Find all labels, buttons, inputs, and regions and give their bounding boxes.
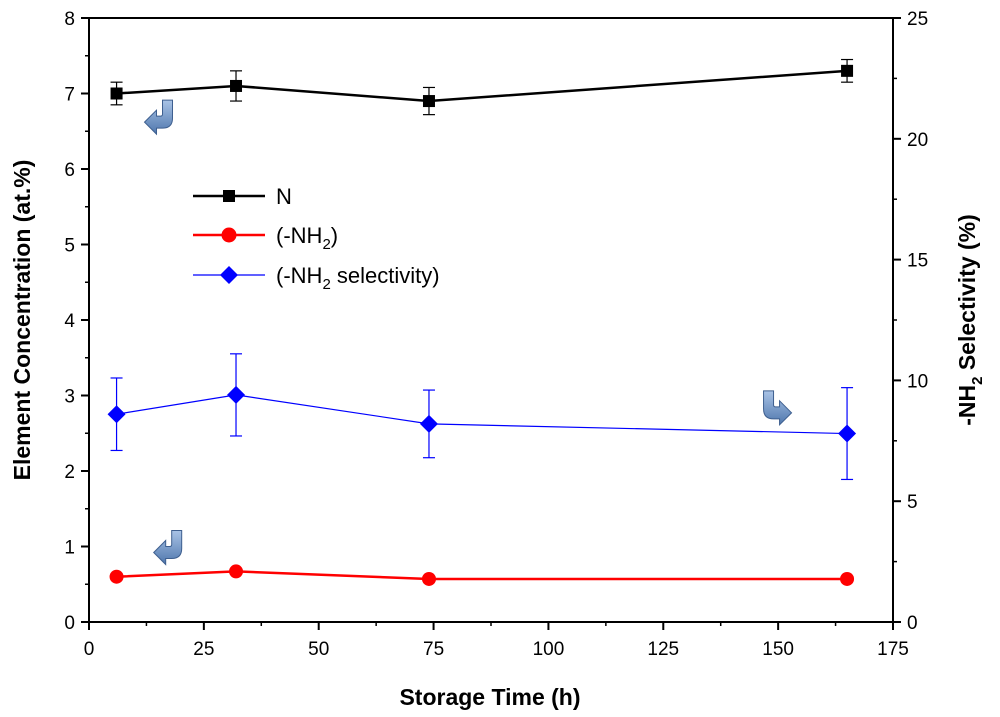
legend: N (-NH2) (-NH2 selectivity) (193, 184, 440, 293)
data-point (107, 405, 126, 424)
data-point (109, 569, 124, 584)
legend-marker-nh2 (221, 227, 237, 243)
annotation-arrows (143, 99, 793, 566)
series-1 (109, 564, 855, 586)
x-tick-label: 25 (193, 639, 214, 660)
legend-label-nh2: (-NH2) (276, 223, 338, 253)
data-point (421, 571, 436, 586)
legend-marker-selectivity (220, 266, 238, 284)
data-point (841, 64, 854, 77)
y-right-tick-label: 5 (907, 492, 918, 513)
series-line (116, 570, 848, 581)
legend-label-selectivity: (-NH2 selectivity) (276, 263, 440, 293)
data-point (838, 424, 857, 443)
x-tick-label: 100 (533, 639, 565, 660)
plot-border (88, 17, 894, 623)
legend-entry-nh2: (-NH2) (193, 223, 338, 253)
y-left-tick-label: 3 (64, 387, 75, 408)
legend-entry-selectivity: (-NH2 selectivity) (193, 263, 440, 293)
x-axis-title: Storage Time (h) (399, 684, 580, 710)
series-line (116, 394, 848, 435)
y-axis-right-title-prefix: -NH (954, 385, 980, 426)
y-right-tick-label: 20 (907, 130, 928, 151)
y-right-tick-label: 10 (907, 371, 928, 392)
tick-marks (81, 17, 901, 630)
y-axis-right-title-sub: 2 (969, 377, 986, 385)
arrow-shape (763, 390, 793, 427)
y-left-tick-label: 6 (64, 160, 75, 181)
series-line (116, 69, 848, 103)
plot-frame (88, 17, 894, 623)
nh2-axis-arrow (152, 530, 183, 566)
y-axis-right-title: -NH2 Selectivity (%) (954, 214, 986, 426)
series-layer (107, 58, 857, 586)
y-axis-left-title: Element Concentration (at.%) (9, 160, 35, 481)
n-axis-arrow (143, 99, 174, 136)
x-tick-label: 175 (877, 639, 909, 660)
arrow-shape (143, 99, 174, 136)
legend-entry-n: N (193, 184, 292, 209)
x-tick-label: 125 (647, 639, 679, 660)
y-right-tick-label: 0 (907, 613, 918, 634)
selectivity-axis-arrow (763, 390, 793, 427)
data-point (227, 385, 246, 404)
series-0 (110, 58, 854, 116)
y-left-tick-label: 5 (64, 236, 75, 257)
y-left-tick-label: 7 (64, 85, 75, 106)
y-left-tick-label: 2 (64, 462, 75, 483)
data-point (110, 87, 123, 100)
x-tick-label: 0 (84, 639, 95, 660)
y-right-tick-label: 15 (907, 251, 928, 272)
legend-label-n: N (276, 184, 292, 209)
series-2 (107, 353, 857, 481)
x-tick-label: 50 (308, 639, 329, 660)
y-right-tick-label: 25 (907, 9, 928, 30)
x-tick-label: 150 (762, 639, 794, 660)
data-point (419, 414, 438, 433)
y-left-tick-label: 8 (64, 9, 75, 30)
data-point (229, 564, 244, 579)
y-left-tick-label: 4 (64, 311, 75, 332)
arrow-shape (152, 530, 183, 566)
y-axis-right-title-suffix: Selectivity (%) (954, 214, 980, 376)
y-left-tick-label: 0 (64, 613, 75, 634)
data-point (840, 571, 855, 586)
y-left-tick-label: 1 (64, 538, 75, 559)
x-tick-label: 75 (423, 639, 444, 660)
tick-labels: 0 25 50 75 100 125 150 175 0 1 2 3 4 5 6 7 8 0 5 10 15 20 25 (64, 9, 928, 660)
data-point (230, 79, 243, 92)
data-point (422, 95, 435, 108)
legend-marker-n (223, 190, 235, 202)
